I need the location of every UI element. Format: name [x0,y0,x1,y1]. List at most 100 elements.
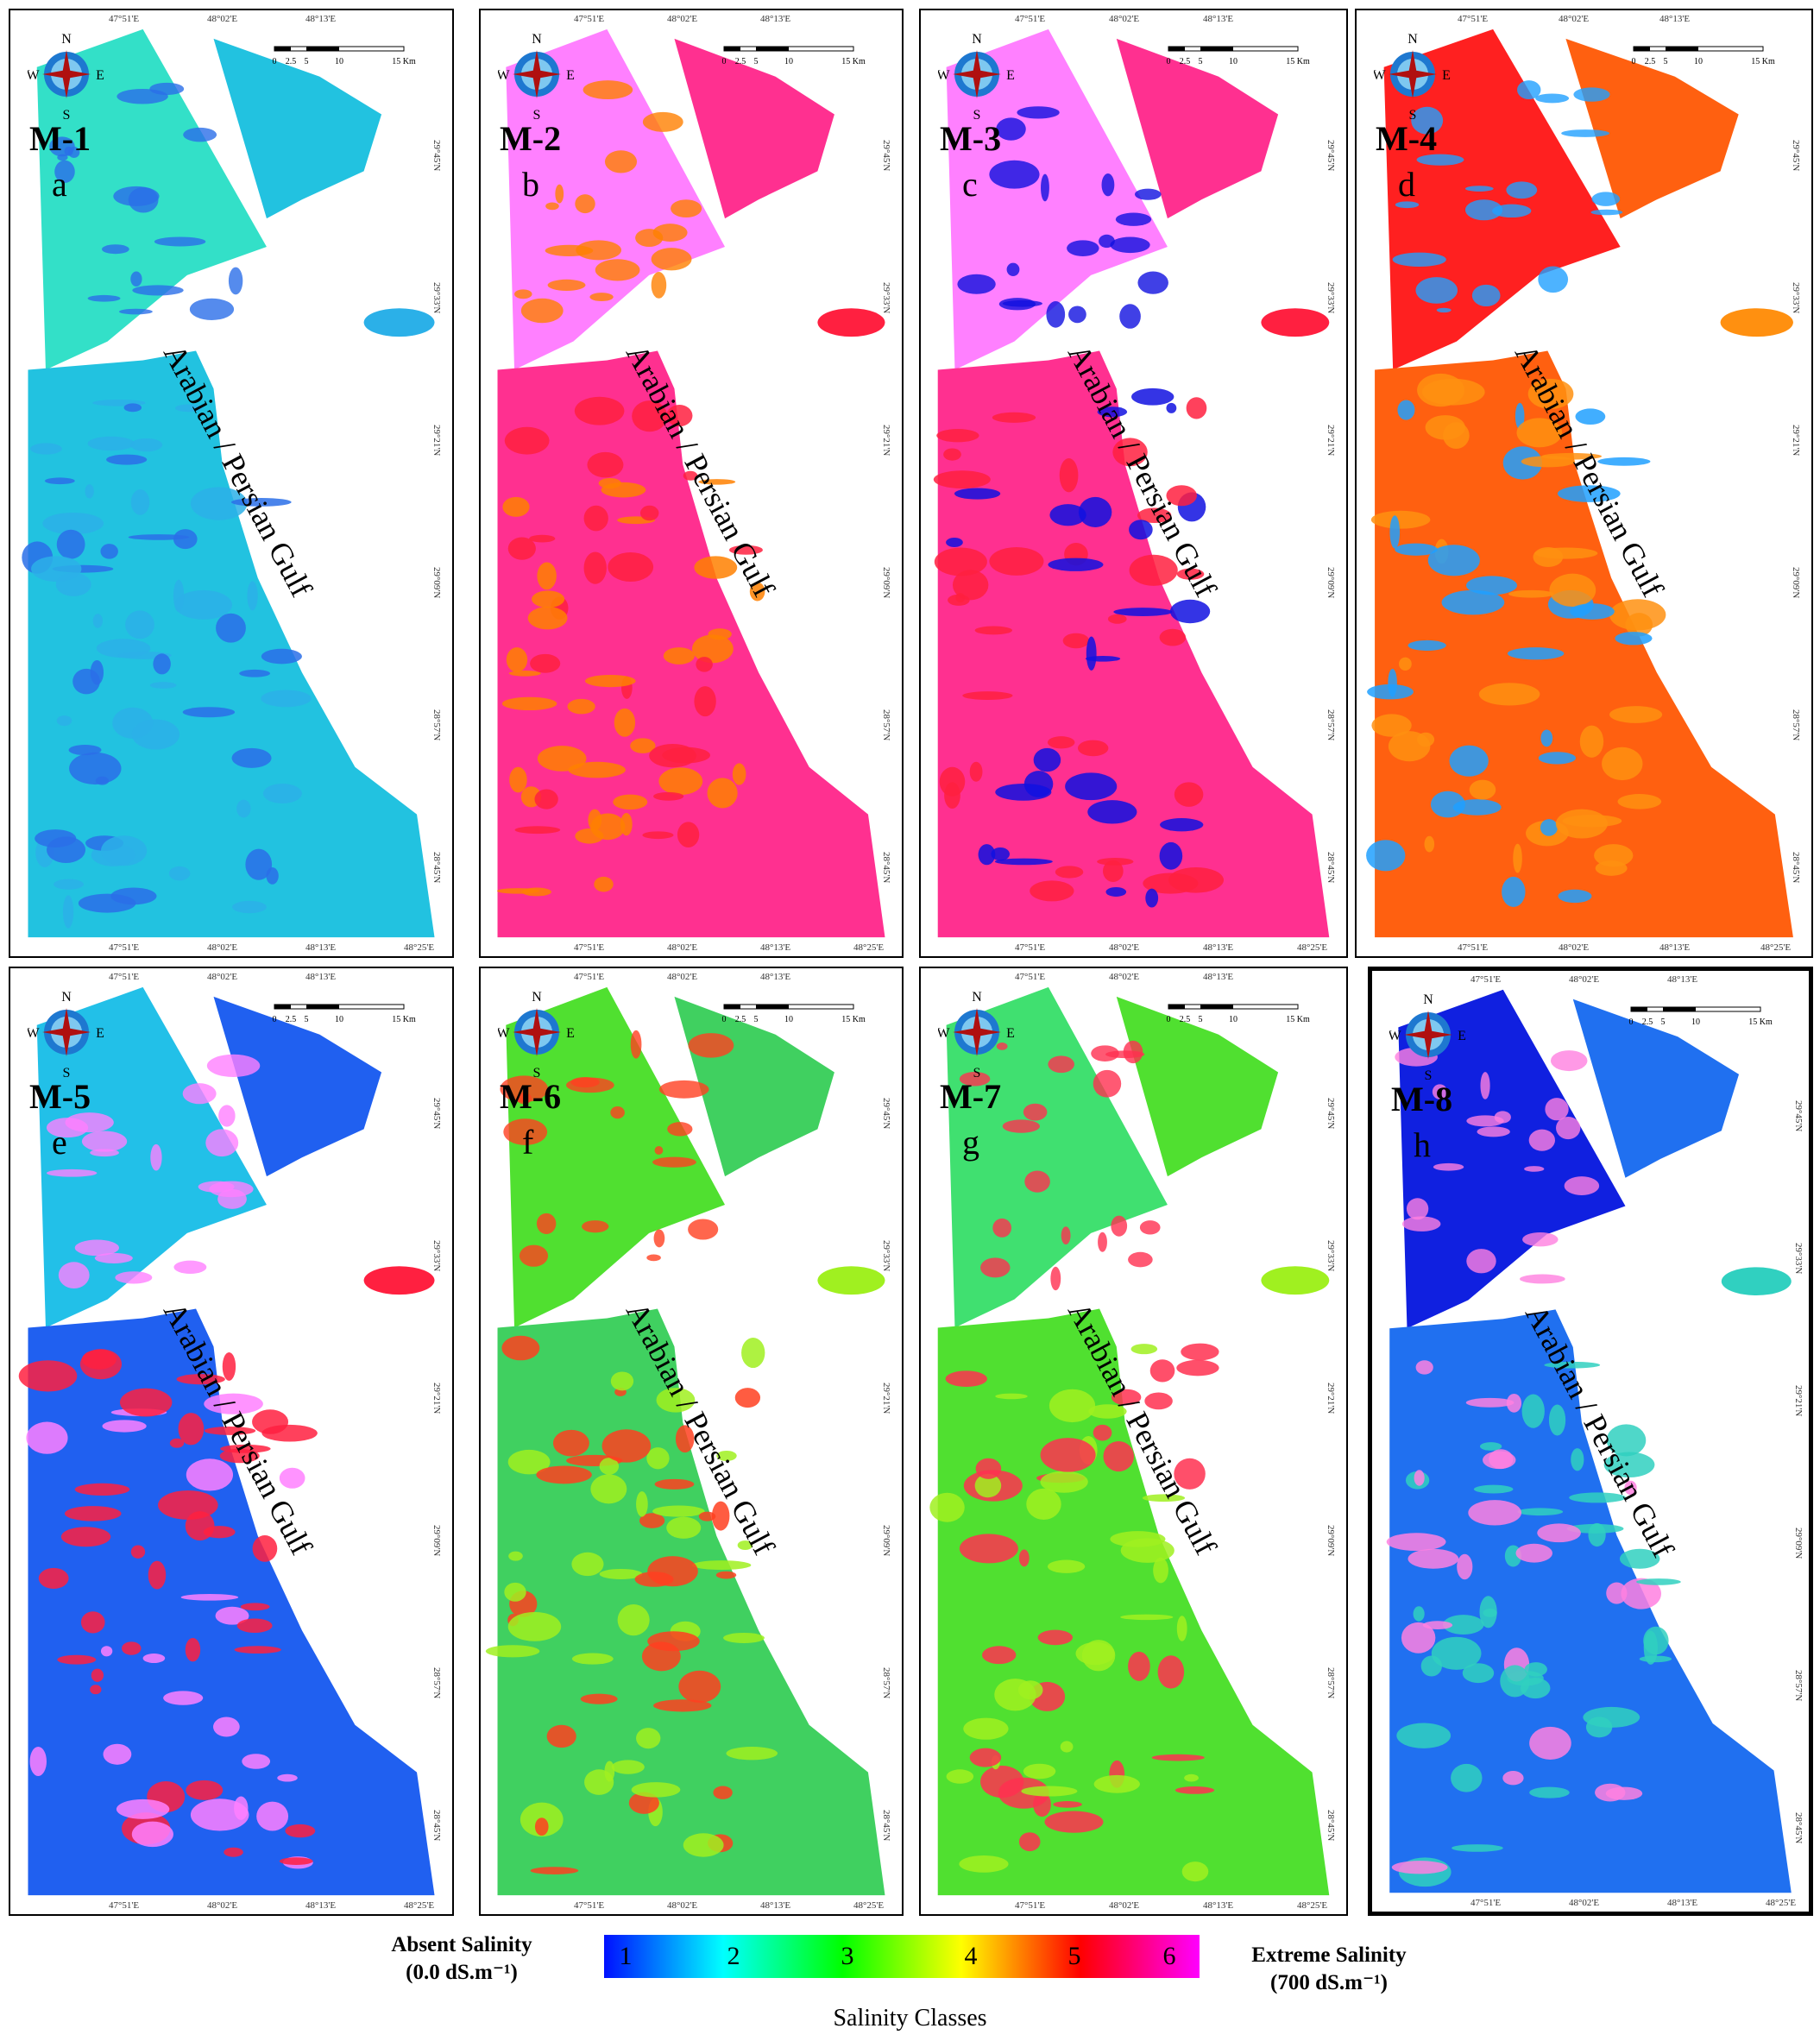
coord-bottom-label: 48°25'E [1297,1900,1328,1911]
coord-left-label: 29°45'N [881,1098,891,1130]
salinity-patch [1097,406,1128,418]
salinity-patch [189,298,235,320]
salinity-patch [1395,543,1438,556]
coord-left-label: 28°57'N [1326,1667,1336,1699]
salinity-patch [1159,628,1187,646]
salinity-patch [180,1594,239,1601]
salinity-patch [1457,1553,1473,1580]
panel-letter: b [522,165,539,204]
salinity-patch [106,454,148,465]
salinity-patch [1048,1055,1074,1074]
salinity-patch [1166,485,1197,507]
salinity-patch [1569,1492,1626,1503]
coord-left-label: 29°09'N [1326,567,1336,599]
salinity-patch [1606,1582,1628,1604]
coord-bottom-label: 48°02'E [667,1900,698,1911]
salinity-patch [521,887,551,897]
salinity-patch [46,1118,89,1138]
salinity-patch [1107,614,1127,624]
salinity-patch [691,634,734,664]
salinity-patch [1401,1216,1441,1232]
salinity-patch [1424,835,1435,853]
salinity-patch [981,1646,1017,1665]
salinity-patch [57,154,68,161]
compass-n-label: N [61,990,72,1005]
salinity-patch [261,648,302,665]
salinity-patch [944,782,960,809]
salinity-patch [658,1080,709,1099]
salinity-patch [604,150,638,173]
salinity-patch [131,719,180,750]
scale-tick-label: 5 [754,57,759,66]
salinity-patch [995,783,1052,801]
coord-top-label: 48°13'E [305,14,337,24]
salinity-patch [60,1527,111,1547]
salinity-patch [969,761,983,782]
coord-top-label: 47°51'E [1015,972,1046,982]
salinity-patch [236,799,251,818]
coord-bottom-label: 48°02'E [1109,942,1140,953]
salinity-patch [1464,186,1494,192]
salinity-patch [571,1653,614,1665]
coord-bottom-label: 48°25'E [1760,942,1792,953]
salinity-patch [1557,485,1621,502]
salinity-patch [507,1611,562,1641]
salinity-patch [1120,1614,1174,1621]
coord-bottom-label: 47°51'E [1458,942,1489,953]
coord-bottom-label: 48°02'E [207,1900,238,1911]
salinity-patch [1157,1655,1185,1689]
coord-bottom-label: 48°25'E [404,1900,435,1911]
salinity-patch [959,1072,991,1087]
salinity-patch [183,127,217,142]
salinity-patch [547,279,586,291]
salinity-class-label: 1 [619,1942,633,1970]
salinity-patch [279,1857,313,1866]
salinity-patch [169,1438,185,1448]
scale-tick-label: 15 Km [1751,57,1775,66]
coord-left-label: 29°21'N [1793,1385,1804,1417]
salinity-patch [1044,1811,1104,1833]
salinity-patch [18,1360,78,1392]
salinity-patch [571,1552,604,1577]
compass-w-label: W [498,1026,510,1041]
salinity-patch [653,791,684,801]
scale-tick-label: 0 [1167,57,1171,66]
scale-bar: 0 2.5 5 10 15 Km [1629,1006,1773,1027]
salinity-patch [1521,1394,1545,1428]
salinity-patch [1573,87,1610,102]
coord-left-label: 28°57'N [1793,1670,1804,1702]
salinity-patch [123,403,142,413]
salinity-patch [1137,507,1172,524]
salinity-patch [568,761,626,778]
salinity-patch [946,1769,974,1784]
salinity-patch [1451,1763,1483,1792]
salinity-patch [38,1567,69,1589]
salinity-patch [1516,418,1563,448]
salinity-patch [943,448,961,461]
salinity-patch [509,766,527,793]
salinity-patch [1181,1861,1209,1882]
salinity-patch [142,1654,166,1664]
salinity-patch [1391,1861,1448,1874]
salinity-patch [168,866,191,881]
salinity-patch [519,1244,549,1267]
coord-bottom-label: 48°25'E [853,1900,885,1911]
salinity-patch [58,1262,90,1288]
salinity-patch [929,1492,965,1522]
salinity-patch [1061,1226,1071,1245]
compass-e-label: E [1006,68,1015,83]
salinity-patch [696,657,713,672]
coord-top-label: 47°51'E [1470,974,1502,985]
salinity-patch [1366,840,1406,872]
salinity-patch [204,1427,256,1435]
model-label: M-7 [940,1077,1002,1116]
salinity-patch [576,240,621,261]
salinity-patch [46,836,86,864]
salinity-patch [1026,1488,1061,1520]
map-panel-m-6: N S E W 0 2.5 5 10 15 Km 47°51'E 48°02'E 48°13'E 47°… [479,967,904,1916]
salinity-patch [613,794,648,810]
salinity-patch [1174,782,1204,807]
salinity-patch [56,529,85,559]
salinity-patch [975,1458,1002,1479]
salinity-patch [1609,599,1666,631]
